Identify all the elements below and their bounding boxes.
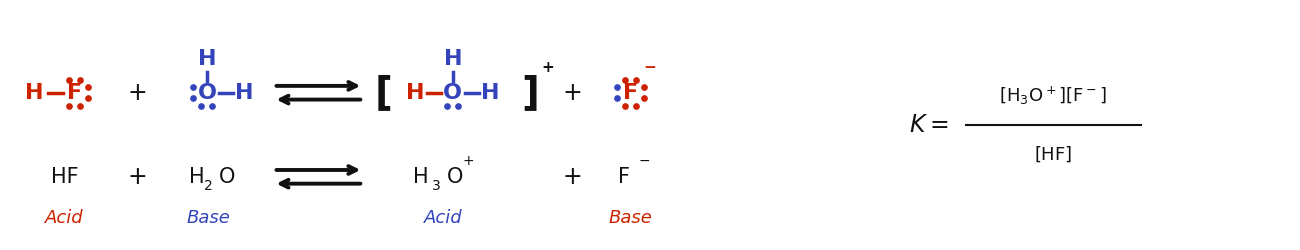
Text: +: + bbox=[127, 165, 147, 189]
Text: H: H bbox=[413, 167, 429, 187]
Text: H: H bbox=[406, 83, 424, 103]
Text: $\mathit{K}=$: $\mathit{K}=$ bbox=[910, 113, 949, 137]
Text: Acid: Acid bbox=[424, 209, 463, 227]
Text: F: F bbox=[66, 83, 82, 103]
Text: 3: 3 bbox=[432, 178, 441, 192]
Text: O: O bbox=[220, 167, 235, 187]
Text: −: − bbox=[644, 60, 656, 75]
Text: Base: Base bbox=[608, 209, 653, 227]
Text: +: + bbox=[563, 81, 582, 105]
Text: O: O bbox=[447, 167, 463, 187]
Text: H: H bbox=[481, 83, 500, 103]
Text: H: H bbox=[26, 83, 44, 103]
Text: O: O bbox=[198, 83, 216, 103]
Text: 2: 2 bbox=[204, 178, 213, 192]
Text: HF: HF bbox=[51, 167, 78, 187]
Text: F: F bbox=[623, 83, 637, 103]
Text: H: H bbox=[188, 167, 204, 187]
Text: $\mathsf{[H_3O^+][F^-]}$: $\mathsf{[H_3O^+][F^-]}$ bbox=[1000, 84, 1108, 107]
Text: H: H bbox=[235, 83, 254, 103]
Text: [: [ bbox=[374, 74, 393, 112]
Text: H: H bbox=[443, 48, 461, 68]
Text: F: F bbox=[618, 167, 630, 187]
Text: $\mathsf{[HF]}$: $\mathsf{[HF]}$ bbox=[1035, 144, 1072, 164]
Text: O: O bbox=[443, 83, 463, 103]
Text: +: + bbox=[563, 165, 582, 189]
Text: ]: ] bbox=[521, 74, 540, 112]
Text: +: + bbox=[541, 60, 554, 75]
Text: −: − bbox=[638, 154, 650, 168]
Text: Acid: Acid bbox=[46, 209, 83, 227]
Text: +: + bbox=[463, 154, 474, 168]
Text: H: H bbox=[198, 48, 216, 68]
Text: +: + bbox=[127, 81, 147, 105]
Text: Base: Base bbox=[187, 209, 231, 227]
